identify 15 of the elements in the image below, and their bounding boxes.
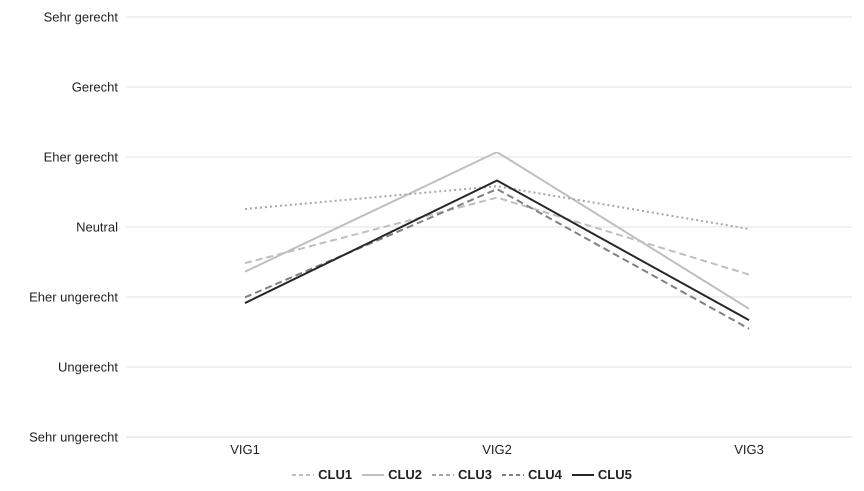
text: Neutral — [76, 220, 118, 235]
legend-label: CLU5 — [596, 467, 632, 482]
text: Sehr ungerecht — [29, 430, 118, 445]
text: Sehr gerecht — [44, 10, 118, 25]
legend-label: CLU3 — [457, 467, 492, 482]
text: Eher gerecht — [44, 150, 118, 165]
legend-label: CLU2 — [387, 467, 422, 482]
x-tick-label: VIG1 — [230, 442, 260, 458]
x-tick-label: VIG3 — [734, 442, 764, 458]
text: Gerecht — [72, 80, 118, 95]
text: Eher ungerecht — [29, 290, 118, 305]
legend-label: CLU4 — [526, 467, 562, 482]
legend-label: CLU1 — [317, 467, 352, 482]
x-tick-label: VIG2 — [482, 442, 512, 458]
text: Ungerecht — [58, 360, 118, 375]
